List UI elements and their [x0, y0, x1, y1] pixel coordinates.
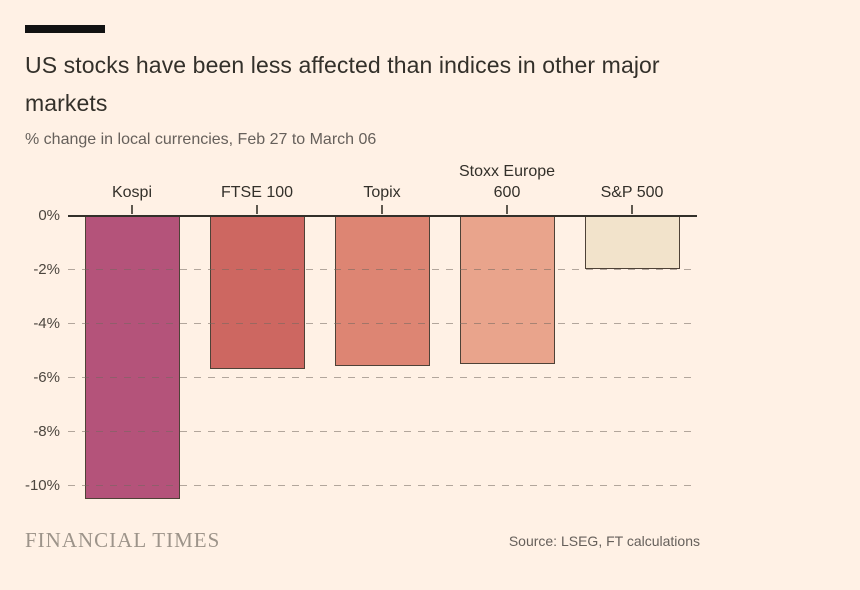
category-label-ftse-100: FTSE 100 — [220, 184, 294, 201]
category-label-kospi: Kospi — [111, 184, 153, 201]
gridline-10pct — [68, 485, 697, 487]
y-axis-label-4pct: -4% — [33, 315, 60, 332]
chart-header: US stocks have been less affected than i… — [25, 25, 725, 149]
category-label-stoxx-europe-600: Stoxx Europe 600 — [458, 163, 556, 201]
y-axis-label-0pct: 0% — [38, 207, 60, 224]
gridline-8pct — [68, 431, 697, 433]
category-label-s-p-500: S&P 500 — [600, 184, 664, 201]
category-tick-s-p-500 — [631, 205, 633, 214]
category-tick-kospi — [131, 205, 133, 214]
y-axis-label-6pct: -6% — [33, 369, 60, 386]
zero-axis-line — [68, 215, 697, 217]
gridline-6pct — [68, 377, 697, 379]
ft-brand-wordmark: FINANCIAL TIMES — [25, 528, 221, 552]
bar-chart: Kospi FTSE 100 Topix Stoxx Europe 600 S&P 50… — [0, 160, 860, 510]
chart-subtitle: % change in local currencies, Feb 27 to … — [25, 131, 377, 148]
source-note: Source: LSEG, FT calculations — [508, 533, 700, 549]
y-axis-label-2pct: -2% — [33, 261, 60, 278]
y-axis-label-10pct: -10% — [24, 477, 60, 494]
bar-kospi — [84, 215, 180, 499]
category-tick-ftse-100 — [256, 205, 258, 214]
ft-kicker-bar — [25, 25, 105, 33]
bar-ftse-100 — [209, 215, 305, 369]
category-tick-stoxx-europe-600 — [506, 205, 508, 214]
chart-title: US stocks have been less affected than i… — [25, 52, 660, 116]
gridline-2pct — [68, 269, 697, 271]
category-label-topix: Topix — [363, 184, 401, 201]
bar-topix — [334, 215, 430, 366]
y-axis-label-8pct: -8% — [33, 423, 60, 440]
bar-s-p-500 — [584, 215, 680, 269]
gridline-4pct — [68, 323, 697, 325]
category-tick-topix — [381, 205, 383, 214]
bar-stoxx-europe-600 — [459, 215, 555, 364]
